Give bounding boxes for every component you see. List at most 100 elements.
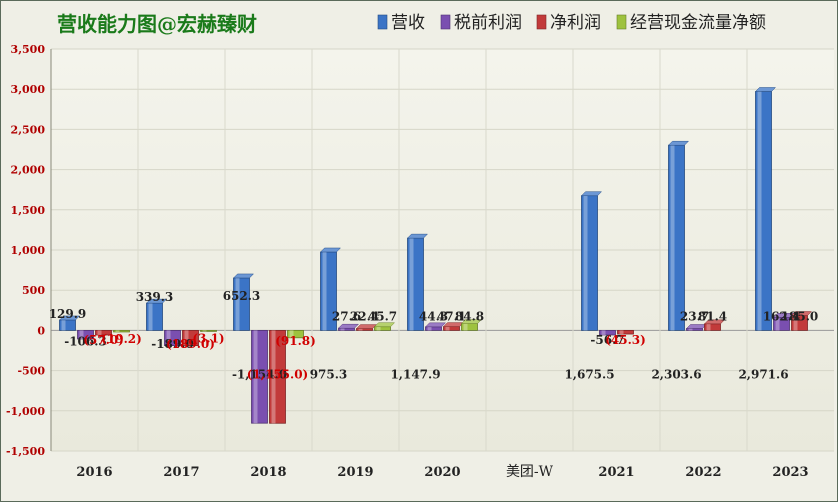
bar-top xyxy=(460,319,483,324)
data-label: (45.3) xyxy=(605,333,646,347)
y-tick-label: 1,500 xyxy=(11,204,46,217)
bar-highlight xyxy=(445,326,450,331)
y-tick-label: 2,000 xyxy=(11,164,46,177)
bar-highlight xyxy=(340,328,345,331)
y-axis: -1,500 -1,000 -500 0 500 1,000 1,500 2,000 2,500… xyxy=(6,43,52,458)
bar xyxy=(599,329,616,336)
bar-highlight xyxy=(322,251,327,331)
bar-highlight xyxy=(619,330,624,335)
data-label: (1,155.0) xyxy=(247,368,308,382)
x-tick-label: 2018 xyxy=(250,465,286,480)
x-tick-label: 2019 xyxy=(337,465,373,480)
bar-highlight xyxy=(601,330,606,335)
data-labels: 129.9 -106.3(57.0)(19.2) 339.3 -189.0(189.0… xyxy=(49,289,819,382)
x-tick-label: 2016 xyxy=(76,465,112,480)
data-label: (3.1) xyxy=(192,331,224,345)
data-label: 22.4 xyxy=(350,309,379,323)
bars xyxy=(58,87,813,424)
bar-highlight xyxy=(376,326,381,331)
x-tick-label: 2022 xyxy=(685,465,721,480)
x-axis: 2016 2017 2018 2019 2020 2021 2022 2023 美团-W xyxy=(76,464,808,480)
bar-highlight xyxy=(166,330,171,346)
data-label: 652.3 xyxy=(223,289,261,303)
bar xyxy=(200,329,217,332)
bar-top xyxy=(580,191,603,196)
legend-entry: 营收 xyxy=(391,13,425,33)
y-tick-label: -1,000 xyxy=(6,405,45,418)
y-tick-label: -1,500 xyxy=(6,445,45,458)
legend-entry: 净利润 xyxy=(550,13,601,33)
data-label: (19.2) xyxy=(101,332,142,346)
bar-highlight xyxy=(202,330,207,332)
bar-highlight xyxy=(184,330,189,346)
y-tick-label: 3,000 xyxy=(11,83,46,96)
data-label: 84.8 xyxy=(455,309,484,323)
data-label: 2,971.6 xyxy=(738,368,788,382)
data-label: 1,147.9 xyxy=(390,368,440,382)
y-tick-label: 1,000 xyxy=(11,244,46,257)
y-tick-label: 2,500 xyxy=(11,123,46,136)
y-tick-label: -500 xyxy=(17,365,45,378)
bar-highlight xyxy=(706,323,711,331)
legend-entry: 经营现金流量净额 xyxy=(630,13,766,33)
data-label: 975.3 xyxy=(310,368,348,382)
bar-top xyxy=(319,247,342,253)
chart-title: 营收能力图@宏赫臻财 xyxy=(57,12,257,36)
data-label: 27.6 xyxy=(332,309,361,323)
bar-highlight xyxy=(148,303,153,331)
data-label: -56.7 xyxy=(590,333,624,347)
data-label: -106.3 xyxy=(64,335,107,349)
x-tick-label: 2021 xyxy=(598,465,634,480)
data-label: 44.3 xyxy=(419,309,448,323)
data-label: -1,154.0 xyxy=(232,368,287,382)
data-label: 162.4 xyxy=(763,309,801,323)
y-tick-label: 0 xyxy=(37,324,45,337)
legend-swatch xyxy=(377,14,388,30)
bar-highlight xyxy=(61,319,66,331)
bar-highlight xyxy=(358,328,363,331)
data-label: (91.8) xyxy=(275,334,316,348)
bar-top xyxy=(667,140,690,146)
bar xyxy=(617,329,634,335)
legend-swatch xyxy=(536,14,547,30)
data-label: (189.0) xyxy=(166,337,215,351)
bar-top xyxy=(406,233,429,239)
data-label: (57.0) xyxy=(83,333,124,347)
gridlines xyxy=(51,48,834,452)
bar xyxy=(287,329,304,339)
bar-highlight xyxy=(79,330,84,339)
bar-highlight xyxy=(409,238,414,331)
bar-highlight xyxy=(289,330,294,338)
bar-highlight xyxy=(463,323,468,331)
bar-highlight xyxy=(235,277,240,331)
bar-top xyxy=(232,273,255,279)
bar xyxy=(95,329,112,336)
bar-highlight xyxy=(97,330,102,335)
bar-top xyxy=(424,322,447,328)
bar-highlight xyxy=(688,328,693,331)
bar-top xyxy=(145,298,168,304)
bar-top xyxy=(790,311,813,316)
bar-highlight xyxy=(253,330,258,424)
data-label: 129.9 xyxy=(49,307,87,321)
bar-highlight xyxy=(670,145,675,331)
data-label: 185.0 xyxy=(781,309,819,323)
watermark-label: 美团-W xyxy=(506,464,554,480)
bar-highlight xyxy=(427,326,432,331)
data-label: 23.7 xyxy=(680,309,709,323)
bar-top xyxy=(58,315,81,321)
bar xyxy=(77,329,94,340)
bar-top xyxy=(337,323,360,329)
data-label: 2,303.6 xyxy=(651,368,701,382)
y-tick-label: 3,500 xyxy=(11,43,46,56)
bar-top xyxy=(703,319,726,325)
legend-entry: 税前利润 xyxy=(454,13,522,33)
data-label: 45.7 xyxy=(368,309,397,323)
legend-swatch xyxy=(616,14,627,30)
bar-highlight xyxy=(271,330,276,424)
legend-swatch xyxy=(440,14,451,30)
data-label: 1,675.5 xyxy=(564,368,614,382)
x-tick-label: 2020 xyxy=(424,465,460,480)
